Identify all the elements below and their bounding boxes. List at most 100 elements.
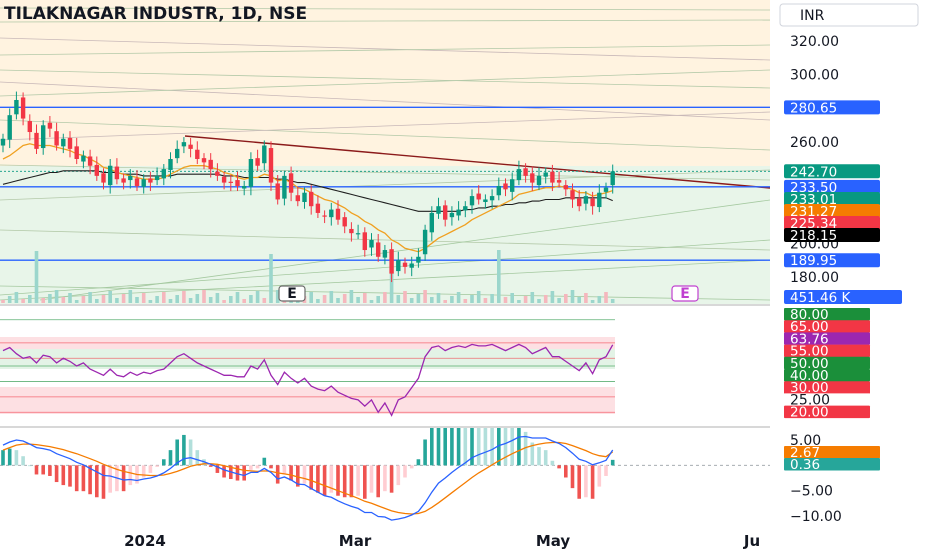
macd-histogram-bar (7, 448, 12, 466)
macd-histogram-bar (188, 439, 193, 466)
macd-tag-bg (784, 434, 880, 447)
candle-body (369, 239, 374, 248)
macd-histogram-bar (476, 428, 481, 466)
macd-histogram-bar (423, 439, 427, 466)
volume-bar (430, 297, 434, 303)
macd-histogram-bar (48, 465, 52, 476)
candle (382, 244, 388, 265)
volume-bar (597, 296, 602, 303)
fan-line (0, 164, 770, 181)
price-tag: 451.46 K (784, 290, 902, 306)
volume-bar (610, 299, 615, 303)
macd-histogram-bar (403, 465, 407, 478)
macd-histogram-bar (282, 465, 287, 475)
candle (114, 158, 120, 185)
volume-bar (275, 290, 280, 303)
macd-histogram-bar (249, 465, 253, 470)
candle-body (20, 97, 26, 119)
candle (523, 163, 528, 183)
candle-body (114, 166, 120, 180)
fan-line (0, 19, 770, 23)
candle-body (416, 256, 421, 263)
rsi-tag-bg (784, 369, 870, 382)
rsi-tag: 20.00 (784, 405, 870, 421)
earnings-marker-label: E (680, 286, 690, 302)
fan-line (0, 69, 770, 89)
candle-body (188, 144, 193, 149)
currency-label: INR (800, 8, 825, 24)
rsi-line (2, 343, 614, 417)
rsi-tag-bg (784, 393, 870, 406)
candle-body (141, 179, 146, 187)
candle (248, 152, 254, 196)
candle (530, 166, 535, 192)
candle-body (7, 115, 12, 140)
candle-body (14, 100, 19, 115)
candle (443, 200, 448, 227)
candle-body (496, 185, 501, 196)
candle-body (550, 171, 555, 183)
macd-histogram-bar (235, 465, 240, 481)
volume-bar (182, 291, 186, 303)
macd-histogram-bar (523, 431, 528, 466)
main-pane-lower-zone (0, 166, 770, 304)
volume-bar (135, 297, 139, 303)
rsi-tag: 30.00 (784, 380, 870, 396)
earnings-marker-1[interactable]: E (278, 285, 306, 302)
volume-bar (450, 296, 454, 303)
candle (181, 137, 187, 154)
macd-histogram-bar (1, 450, 5, 466)
volume-bar (523, 296, 528, 303)
price-tag-bg (784, 179, 880, 194)
macd-tick-label: −5.00 (790, 484, 833, 500)
candle (369, 233, 374, 256)
volume-bar (168, 299, 173, 303)
candle-body (181, 142, 187, 147)
price-tag-bg (784, 290, 902, 304)
candle-body (282, 175, 287, 199)
candle (516, 160, 522, 186)
candle-body (449, 212, 455, 218)
macd-tag-label: 5.00 (790, 433, 821, 449)
macd-histogram-bar (430, 428, 434, 466)
candle-body (476, 193, 481, 200)
candle (416, 248, 421, 268)
macd-histogram-bar (363, 465, 367, 499)
candle-body (0, 138, 6, 146)
candle (81, 150, 86, 169)
currency-selector[interactable]: INR (779, 3, 919, 27)
macd-tag: 5.00 (784, 433, 880, 449)
candle (295, 186, 300, 207)
macd-histogram-bar (590, 465, 595, 499)
candle-body (362, 232, 367, 251)
candle-body (128, 175, 133, 181)
macd-histogram-bar (383, 465, 387, 492)
volume-bar (517, 300, 521, 303)
candle-body (108, 165, 113, 186)
volume-bar (322, 295, 327, 303)
earnings-marker-2[interactable]: E (671, 285, 699, 302)
candle (556, 171, 562, 188)
fan-line (0, 7, 770, 11)
macd-histogram-bar (81, 465, 86, 492)
candle-body (342, 217, 347, 227)
macd-histogram-bar (409, 465, 414, 469)
price-tag-bg (784, 100, 880, 115)
candle-body (409, 263, 414, 268)
candle-body (563, 185, 568, 190)
macd-histogram-bar (322, 465, 327, 496)
fan-line (0, 37, 770, 61)
candle (322, 210, 327, 224)
macd-histogram-bar (564, 465, 568, 478)
candle-body (61, 138, 66, 147)
candle (134, 169, 140, 192)
candle (94, 156, 99, 181)
candle (148, 171, 153, 192)
macd-histogram-bar (537, 447, 541, 466)
trend-fan-lines (0, 7, 770, 301)
candle-body (376, 242, 381, 257)
candle (315, 195, 321, 218)
volume-bar (235, 292, 240, 303)
macd-histogram-bar (490, 428, 494, 466)
